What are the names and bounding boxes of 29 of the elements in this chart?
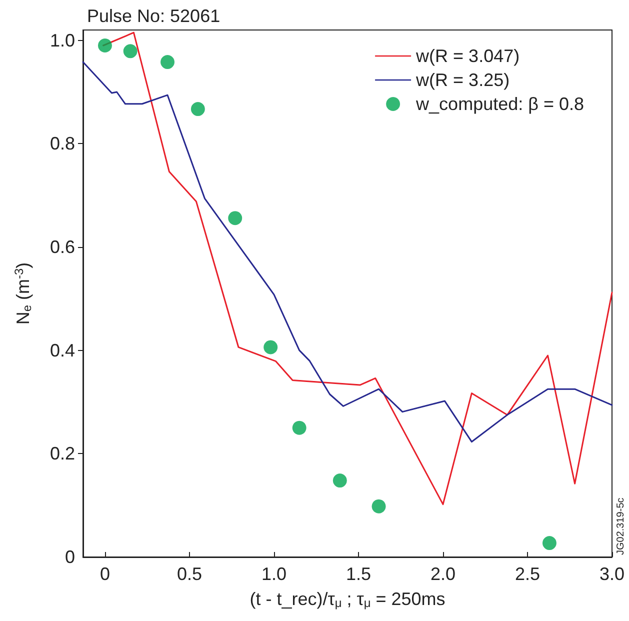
y-tick-label: 0 (64, 547, 75, 567)
y-tick-label: 0.8 (50, 134, 75, 154)
point (160, 55, 175, 70)
legend-label: w(R = 3.047) (415, 46, 520, 66)
point (372, 499, 386, 514)
x-tick-label: 2.5 (514, 564, 540, 584)
x-tick-label: 1.0 (261, 564, 286, 584)
chart-title: Pulse No: 52061 (87, 6, 220, 26)
x-tick-label: 3.0 (599, 564, 625, 584)
point (98, 38, 112, 52)
y-tick-label: 0.4 (50, 340, 75, 360)
point (228, 211, 242, 226)
x-tick-label: 0.5 (176, 564, 202, 584)
point (292, 420, 306, 435)
y-tick-label: 0.2 (50, 444, 75, 464)
y-axis-title: Ne (m-3) (12, 262, 34, 325)
point (332, 474, 347, 488)
x-tick-label: 1.5 (346, 564, 371, 584)
legend-label: w(R = 3.25) (415, 70, 510, 90)
x-tick-label: 0 (100, 564, 110, 584)
y-tick-label: 0.6 (50, 237, 75, 257)
legend-label: w_computed: β = 0.8 (415, 94, 584, 114)
point (190, 102, 205, 116)
y-tick-label: 1.0 (50, 30, 75, 50)
text: JG02.319-5c (616, 498, 626, 555)
point (264, 340, 278, 354)
point (123, 44, 138, 58)
point (542, 536, 556, 550)
x-tick-label: 2.0 (430, 564, 456, 584)
